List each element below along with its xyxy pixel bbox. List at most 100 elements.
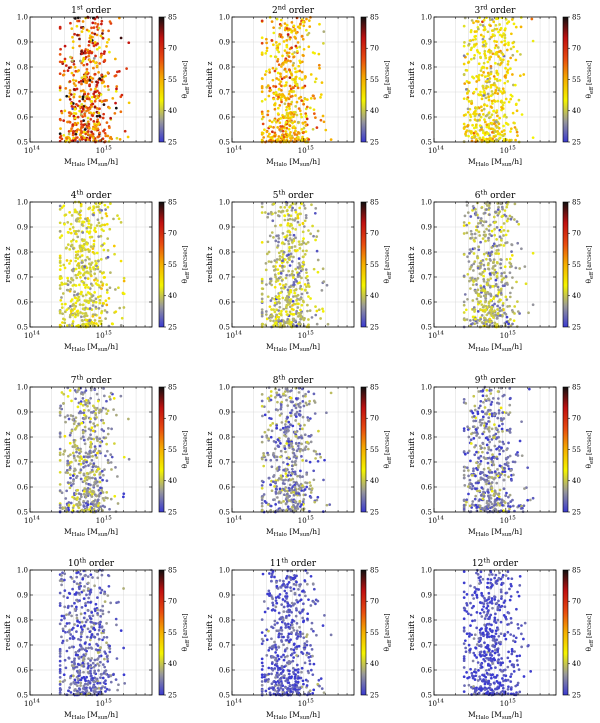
data-point (281, 253, 285, 256)
data-point (283, 102, 287, 106)
data-point (285, 209, 289, 213)
data-point (315, 235, 319, 238)
colorbar-tick-label: 70 (370, 415, 379, 423)
data-point (63, 450, 66, 453)
data-point (476, 266, 480, 270)
data-point (102, 302, 106, 305)
data-point (306, 278, 310, 282)
data-point (95, 114, 99, 118)
data-point (493, 321, 497, 325)
data-point (285, 75, 288, 78)
data-point (266, 453, 270, 457)
data-point (303, 283, 307, 286)
data-point (68, 98, 72, 101)
data-point (495, 261, 499, 264)
data-point (89, 60, 92, 64)
data-point (319, 118, 323, 122)
data-point (520, 454, 524, 458)
data-point (84, 293, 88, 297)
data-point (297, 422, 301, 426)
data-point (78, 95, 82, 99)
data-point (265, 49, 269, 53)
data-point (69, 259, 73, 263)
data-point (102, 229, 105, 233)
data-point (71, 284, 75, 287)
data-point (292, 24, 296, 28)
data-point (83, 490, 86, 493)
data-point (482, 289, 486, 293)
data-point (493, 221, 496, 225)
data-point (290, 320, 293, 324)
panel-title: 7th order (71, 374, 112, 387)
data-point (520, 420, 523, 424)
data-point (289, 509, 293, 512)
data-point (77, 295, 80, 299)
data-point (287, 92, 291, 96)
data-point (74, 69, 78, 73)
data-point (303, 76, 307, 80)
data-point (308, 481, 312, 484)
plot-frame (231, 16, 355, 143)
data-point (279, 98, 283, 102)
data-point (475, 228, 479, 232)
data-point (496, 17, 500, 20)
data-point (281, 138, 285, 142)
data-point (488, 77, 492, 80)
data-point (93, 272, 97, 276)
data-point (98, 476, 102, 479)
data-point (284, 431, 288, 434)
data-point (58, 204, 62, 208)
data-point (289, 414, 293, 418)
data-point (86, 133, 90, 136)
data-point (262, 464, 266, 468)
data-point (297, 315, 300, 318)
data-point (280, 100, 283, 104)
data-point (284, 276, 288, 280)
data-point (296, 507, 300, 510)
data-point (281, 125, 284, 128)
data-point (88, 318, 92, 322)
data-point (289, 130, 292, 134)
data-point (270, 429, 274, 433)
data-point (477, 222, 480, 225)
data-point (303, 253, 307, 256)
data-point (58, 53, 62, 56)
colorbar-tick-label: 85 (572, 13, 581, 21)
data-point (501, 284, 505, 288)
data-point (468, 113, 472, 117)
data-point (318, 452, 322, 456)
data-point (293, 404, 296, 407)
data-point (269, 458, 273, 462)
data-point (88, 307, 92, 310)
data-point (116, 502, 120, 505)
data-point (127, 101, 131, 105)
data-point (71, 59, 74, 63)
data-point (262, 115, 265, 119)
data-point (495, 27, 499, 31)
data-point (91, 41, 95, 45)
data-point (307, 31, 311, 35)
data-point (69, 55, 72, 59)
data-point (91, 476, 94, 480)
data-point (500, 278, 504, 282)
data-point (267, 476, 271, 480)
data-point (479, 93, 483, 97)
data-point (489, 259, 492, 262)
data-point (312, 469, 316, 473)
data-point (72, 454, 76, 458)
data-point (299, 112, 303, 116)
data-point (489, 86, 493, 89)
data-point (80, 238, 84, 241)
data-point (104, 317, 107, 320)
data-point (286, 223, 289, 227)
data-point (307, 19, 311, 22)
data-point (85, 242, 89, 246)
data-point (516, 300, 519, 303)
data-point (110, 455, 114, 459)
data-point (489, 292, 492, 296)
colorbar-label: θeff [arcsec] (180, 245, 191, 283)
data-point (499, 26, 503, 30)
data-point (500, 280, 503, 284)
data-point (486, 71, 490, 75)
data-point (286, 416, 289, 419)
